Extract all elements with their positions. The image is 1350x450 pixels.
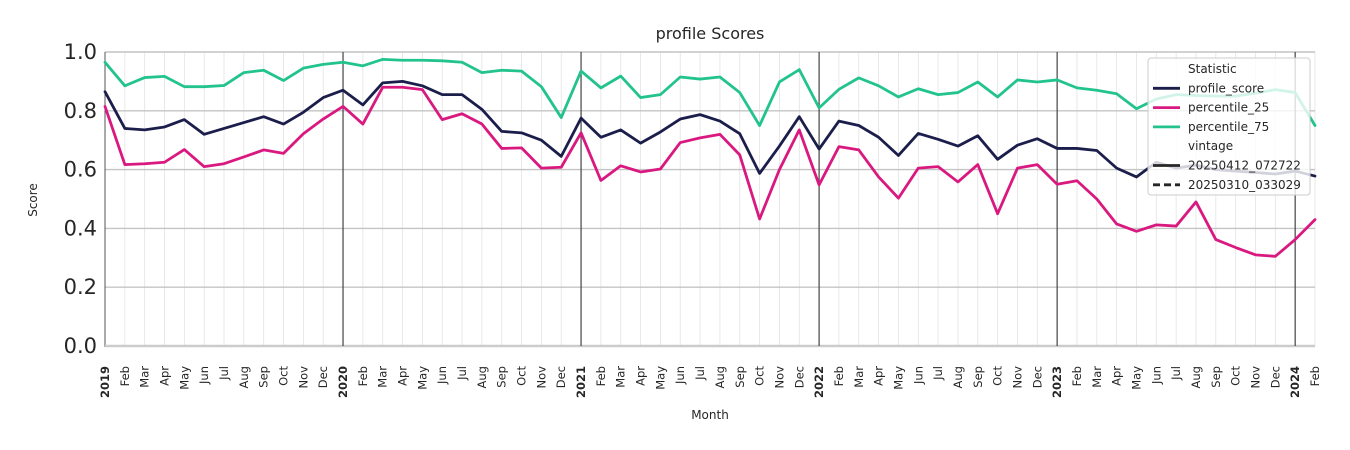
x-tick-label: May bbox=[653, 366, 667, 390]
x-tick-label: Oct bbox=[753, 366, 767, 386]
y-tick-label: 0.0 bbox=[64, 334, 97, 358]
legend: Statistic profile_score percentile_25perce… bbox=[1147, 57, 1311, 196]
x-tick-label: Jun bbox=[911, 366, 925, 385]
x-axis-label: Month bbox=[691, 408, 729, 422]
y-axis-label: Score bbox=[26, 183, 40, 217]
x-tick-label: Nov bbox=[772, 366, 786, 389]
legend-title-vintage: vintage bbox=[1188, 139, 1233, 153]
series-line-percentile-75 bbox=[103, 57, 1317, 127]
x-tick-label: Nov bbox=[1248, 366, 1262, 389]
x-tick-label: 2019 bbox=[98, 366, 112, 398]
legend-title-statistic: Statistic bbox=[1188, 62, 1237, 76]
x-tick-label: Jul bbox=[931, 366, 945, 381]
x-tick-label: Dec bbox=[1030, 366, 1044, 388]
x-tick-label: Jul bbox=[693, 366, 707, 381]
x-tick-label: Oct bbox=[277, 366, 291, 386]
x-tick-label: Sep bbox=[733, 366, 747, 388]
x-tick-label: Sep bbox=[971, 366, 985, 388]
x-tick-label: Jul bbox=[455, 366, 469, 381]
x-tick-label: Apr bbox=[396, 366, 410, 386]
x-tick-label: Nov bbox=[534, 366, 548, 389]
legend-entry-percentile-75-label: percentile_75 bbox=[1188, 120, 1269, 134]
x-tick-label: Dec bbox=[1268, 366, 1282, 388]
x-tick-label: Apr bbox=[872, 366, 886, 386]
x-tick-label: Aug bbox=[475, 366, 489, 388]
legend-entry-percentile-25-label: percentile_25 bbox=[1188, 101, 1269, 115]
x-tick-label: Nov bbox=[296, 366, 310, 389]
x-tick-label: Feb bbox=[1070, 366, 1084, 386]
x-tick-label: Aug bbox=[951, 366, 965, 388]
x-tick-label: May bbox=[415, 366, 429, 390]
x-tick-label: May bbox=[1129, 366, 1143, 390]
x-tick-label: Dec bbox=[792, 366, 806, 388]
x-tick-label: Jun bbox=[673, 366, 687, 385]
chart-title: profile Scores bbox=[656, 24, 765, 43]
x-tick-label: Oct bbox=[1229, 366, 1243, 386]
series-line-percentile-25 bbox=[103, 85, 1317, 258]
x-tick-label: Jun bbox=[197, 366, 211, 385]
y-tick-label: 0.2 bbox=[64, 275, 97, 299]
x-tick-label: Mar bbox=[138, 366, 152, 388]
x-tick-label: Oct bbox=[991, 366, 1005, 386]
x-tick-label: 2021 bbox=[574, 366, 588, 398]
x-tick-label: Feb bbox=[356, 366, 370, 386]
x-tick-label: Apr bbox=[1110, 366, 1124, 386]
x-tick-label: Jun bbox=[435, 366, 449, 385]
x-tick-label: 2022 bbox=[812, 366, 826, 398]
x-tick-label: Dec bbox=[316, 366, 330, 388]
x-tick-label: Nov bbox=[1010, 366, 1024, 389]
x-tick-label: Aug bbox=[237, 366, 251, 388]
x-tick-label: Dec bbox=[554, 366, 568, 388]
x-tick-label: Feb bbox=[832, 366, 846, 386]
x-tick-label: Jun bbox=[1149, 366, 1163, 385]
legend-entry-profile-score-label: profile_score bbox=[1188, 81, 1264, 95]
x-tick-label: Feb bbox=[118, 366, 132, 386]
x-tick-label: Apr bbox=[158, 366, 172, 386]
legend-box bbox=[1147, 57, 1311, 196]
x-tick-label: Jul bbox=[217, 366, 231, 381]
x-tick-label: May bbox=[177, 366, 191, 390]
x-tick-label: Sep bbox=[495, 366, 509, 388]
plot-area: 0.0 0.2 0.4 0.6 0.8 1.0 2019 Feb Mar Apr May Jun Jul… bbox=[64, 40, 1322, 398]
legend-entry-vintage-2-label: 20250310_033029 bbox=[1188, 178, 1301, 192]
x-tick-label: Apr bbox=[634, 366, 648, 386]
x-tick-label: Mar bbox=[1090, 366, 1104, 388]
x-tick-label: Mar bbox=[614, 366, 628, 388]
x-tick-label: Sep bbox=[1209, 366, 1223, 388]
x-tick-label: 2023 bbox=[1050, 366, 1064, 398]
legend-entry-vintage-1-label: 20250412_072722 bbox=[1188, 159, 1301, 173]
y-tick-label: 0.8 bbox=[64, 99, 97, 123]
y-tick-label: 0.6 bbox=[64, 158, 97, 182]
x-tick-label: Aug bbox=[1189, 366, 1203, 388]
y-tick-label: 0.4 bbox=[64, 216, 97, 240]
x-tick-label: Sep bbox=[257, 366, 271, 388]
x-tick-label: Aug bbox=[713, 366, 727, 388]
x-tick-label: Oct bbox=[515, 366, 529, 386]
y-tick-label: 1.0 bbox=[64, 40, 97, 64]
x-tick-label: 2020 bbox=[336, 366, 350, 398]
x-tick-label: Feb bbox=[594, 366, 608, 386]
x-tick-label: Mar bbox=[376, 366, 390, 388]
x-tick-label: May bbox=[891, 366, 905, 390]
x-tick-label: Mar bbox=[852, 366, 866, 388]
x-tick-label: Feb bbox=[1308, 366, 1322, 386]
series-line-profile-score bbox=[103, 80, 1317, 179]
x-tick-label: Jul bbox=[1169, 366, 1183, 381]
x-tick-label: 2024 bbox=[1288, 366, 1302, 398]
